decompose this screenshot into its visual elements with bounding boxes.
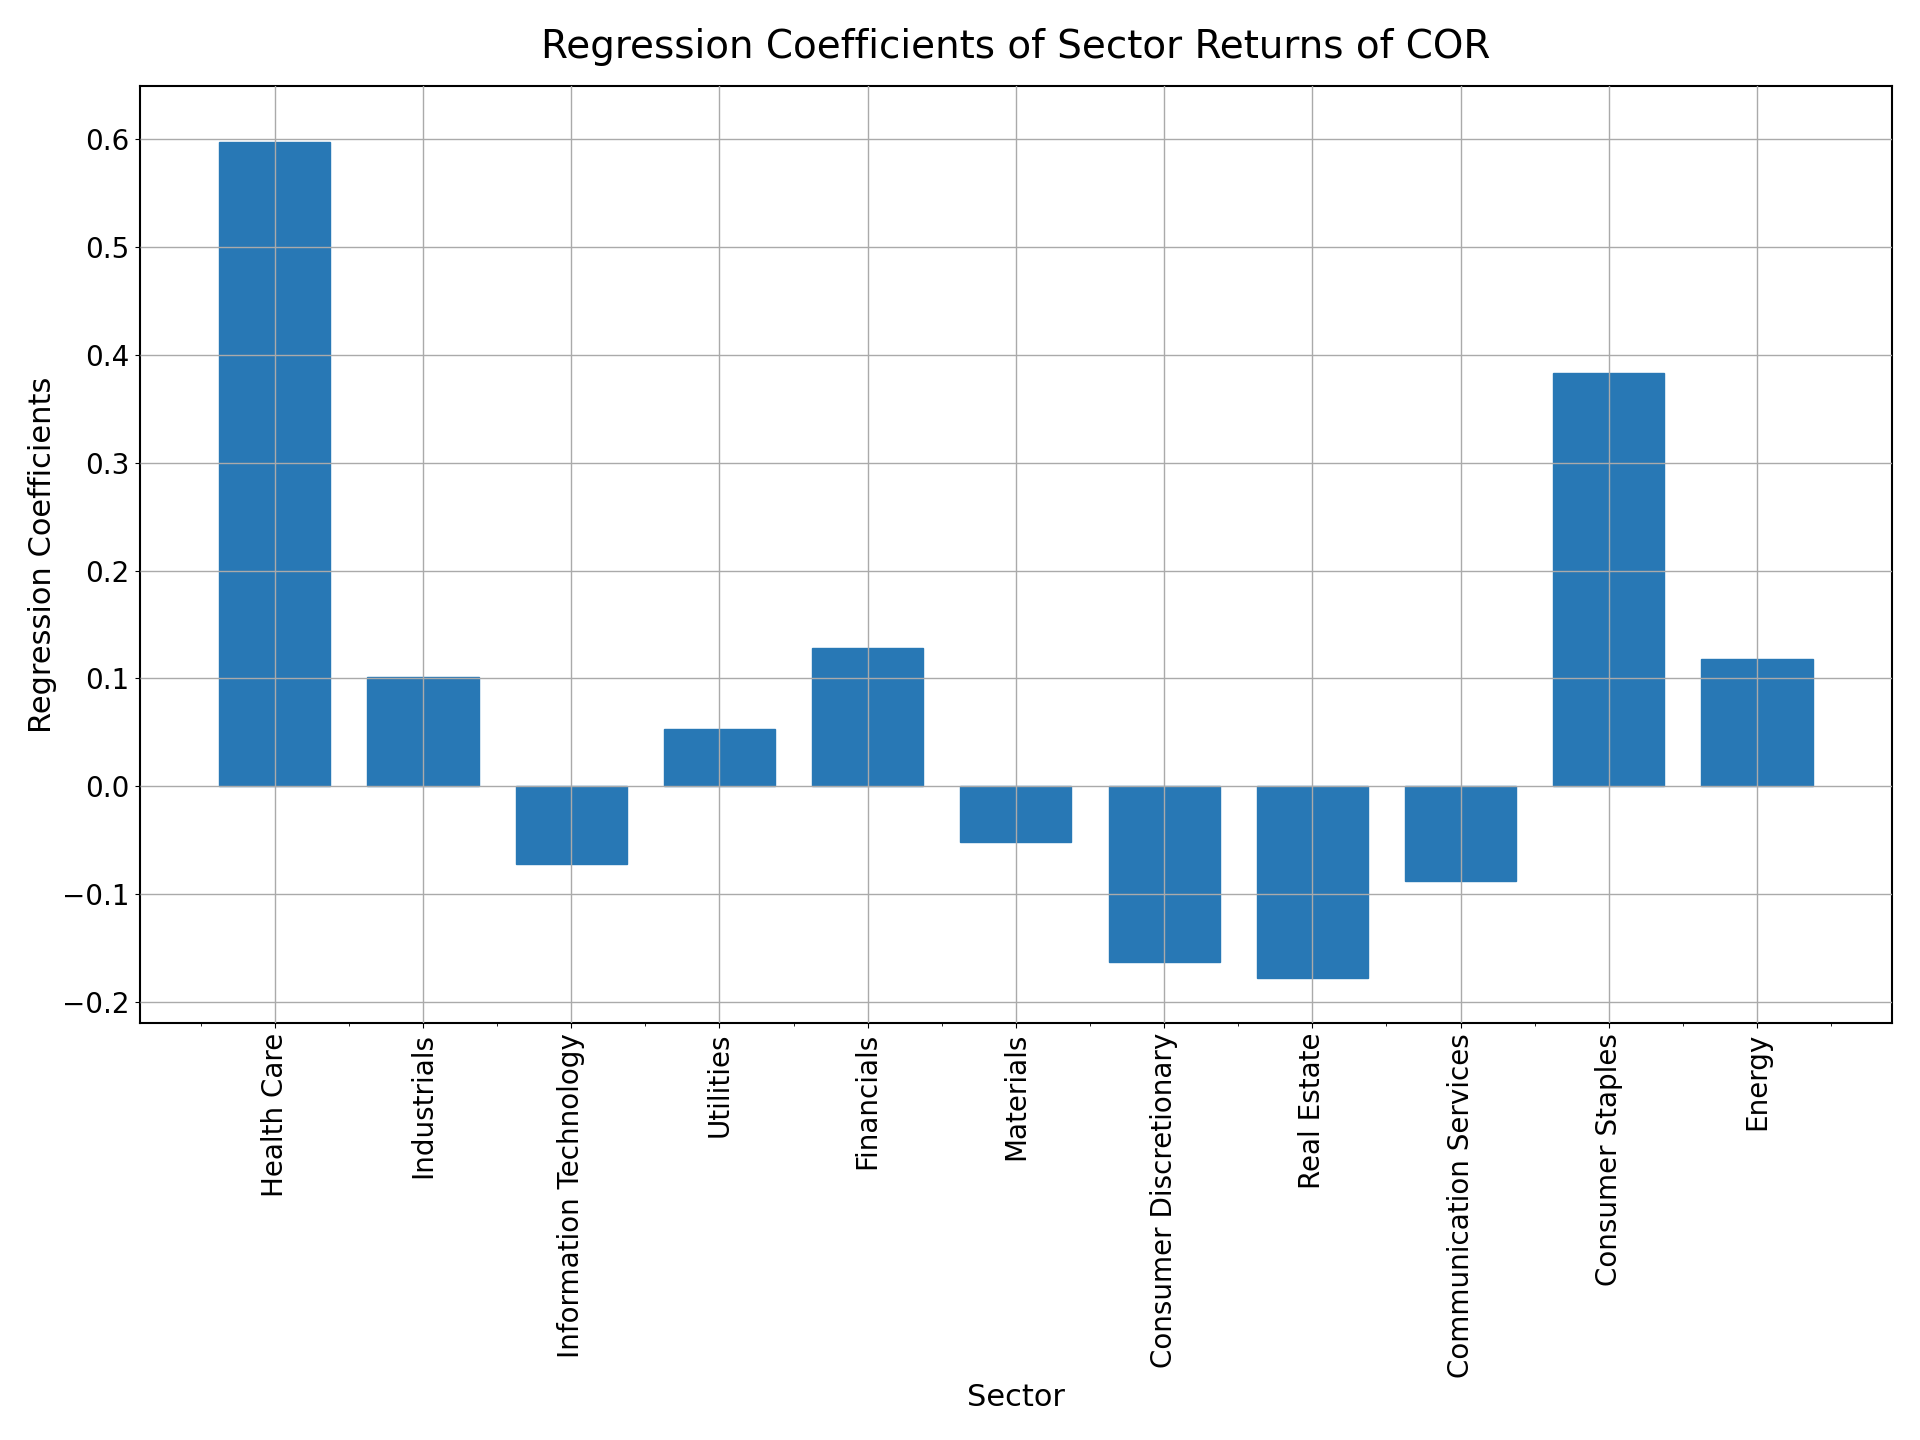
Bar bbox=[1108, 786, 1219, 962]
Y-axis label: Regression Coefficients: Regression Coefficients bbox=[27, 376, 58, 733]
Bar bbox=[1553, 373, 1665, 786]
Bar bbox=[960, 786, 1071, 842]
Bar bbox=[664, 729, 776, 786]
Bar bbox=[367, 677, 478, 786]
Bar bbox=[1405, 786, 1517, 881]
Bar bbox=[219, 141, 330, 786]
Bar bbox=[1258, 786, 1367, 978]
Title: Regression Coefficients of Sector Returns of COR: Regression Coefficients of Sector Return… bbox=[541, 27, 1490, 66]
X-axis label: Sector: Sector bbox=[968, 1384, 1066, 1413]
Bar bbox=[516, 786, 626, 864]
Bar bbox=[1701, 660, 1812, 786]
Bar bbox=[812, 648, 924, 786]
